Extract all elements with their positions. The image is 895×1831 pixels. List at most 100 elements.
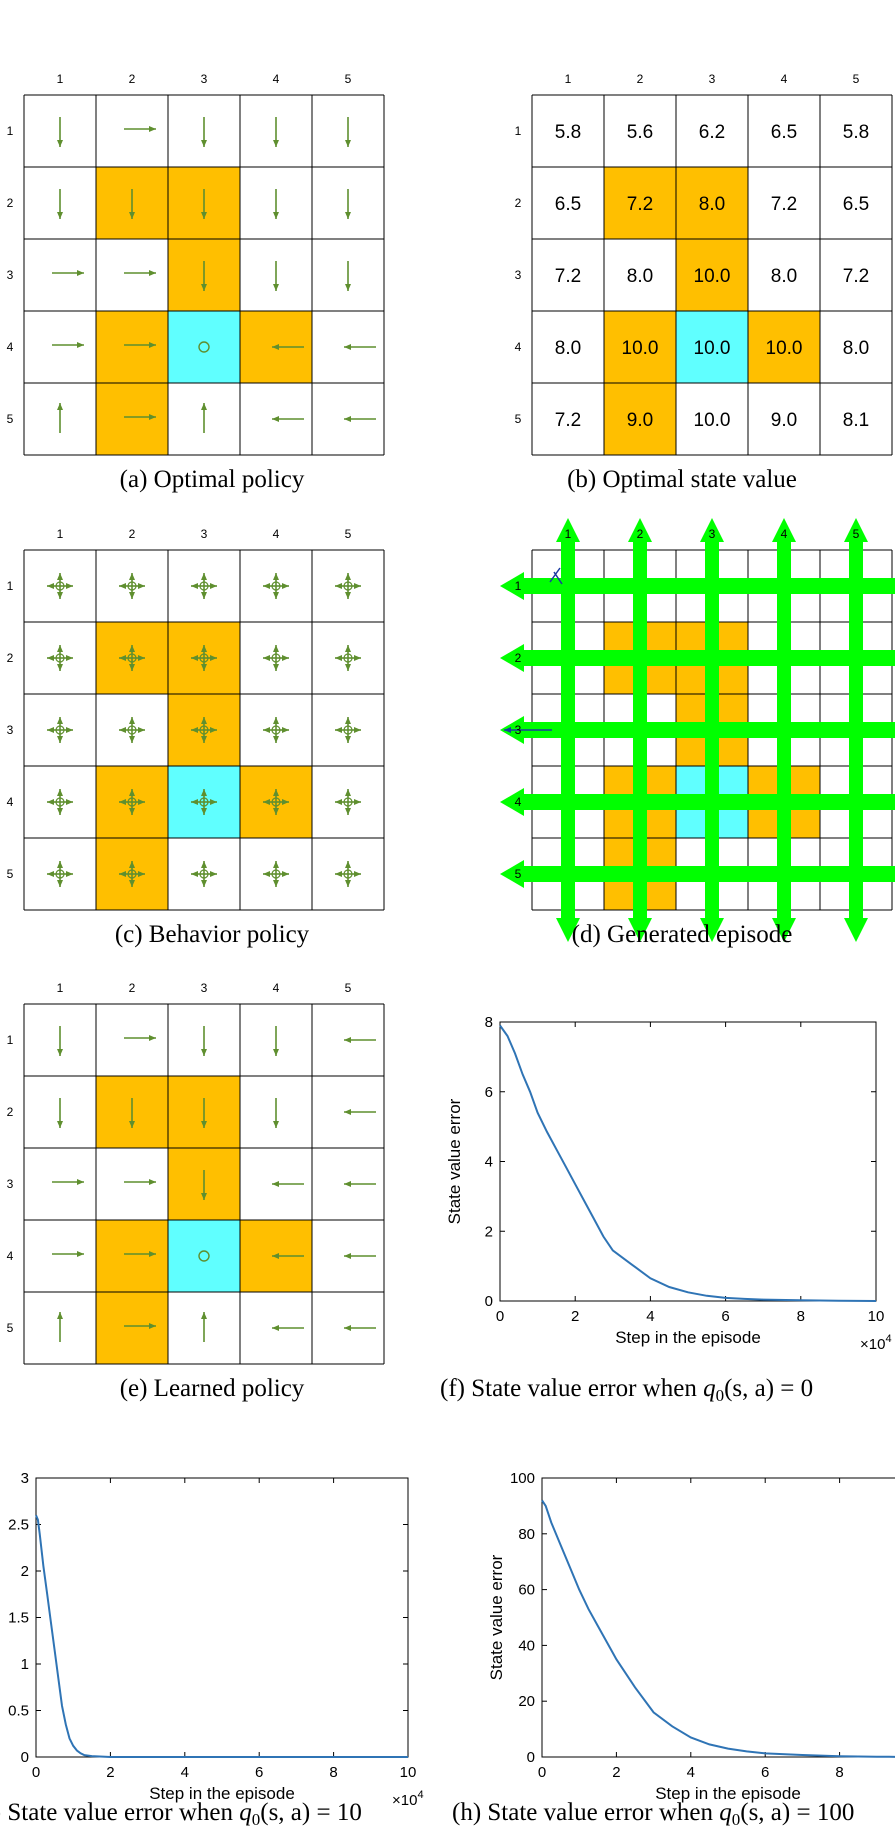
arrow-down-icon-head xyxy=(201,140,207,147)
arrow-down-icon-head xyxy=(201,736,207,743)
arrow-down-icon-head xyxy=(273,880,279,887)
column-label: 1 xyxy=(565,527,572,541)
row-label: 1 xyxy=(515,124,522,138)
x-tick-label: 10 xyxy=(868,1308,885,1325)
column-label: 3 xyxy=(201,981,208,995)
arrow-up-icon-head xyxy=(129,573,135,580)
arrow-right-icon-head xyxy=(149,1323,156,1329)
arrow-right-icon-head xyxy=(66,871,73,877)
arrow-left-icon-head xyxy=(272,1181,279,1187)
x-multiplier: ×104 xyxy=(860,1333,892,1353)
arrow-left-icon-head xyxy=(344,1253,351,1259)
arrow-up-icon-head xyxy=(201,403,207,410)
x-tick-label: 2 xyxy=(106,1764,114,1781)
episode-arrowhead xyxy=(556,518,580,542)
column-label: 4 xyxy=(273,981,280,995)
stay-circle-icon xyxy=(271,869,281,879)
arrow-down-icon-head xyxy=(201,212,207,219)
row-label: 1 xyxy=(7,1033,14,1047)
forbidden-cell xyxy=(604,383,676,455)
column-label: 2 xyxy=(129,527,136,541)
state-value: 7.2 xyxy=(555,410,581,431)
arrow-left-icon-head xyxy=(119,583,126,589)
arrow-up-icon-head xyxy=(201,1312,207,1319)
column-label: 4 xyxy=(273,527,280,541)
x-tick-label: 0 xyxy=(538,1764,546,1781)
stay-circle-icon xyxy=(343,653,353,663)
column-label: 3 xyxy=(709,72,716,86)
arrow-down-icon-head xyxy=(345,592,351,599)
row-label: 4 xyxy=(7,795,14,809)
forbidden-cell xyxy=(676,167,748,239)
stay-circle-icon xyxy=(199,797,209,807)
arrow-down-icon-head xyxy=(273,284,279,291)
x-tick-label: 4 xyxy=(181,1764,189,1781)
arrow-down-icon-head xyxy=(201,664,207,671)
arrow-down-icon-head xyxy=(273,1049,279,1056)
arrow-right-icon-head xyxy=(149,270,156,276)
arrow-up-icon-head xyxy=(345,645,351,652)
forbidden-cell xyxy=(604,167,676,239)
arrow-down-icon-head xyxy=(57,880,63,887)
column-label: 3 xyxy=(201,72,208,86)
target-cell xyxy=(676,311,748,383)
y-tick-label: 4 xyxy=(485,1154,493,1171)
arrow-left-icon-head xyxy=(263,871,270,877)
stay-circle-icon xyxy=(343,725,353,735)
stay-circle-icon xyxy=(271,653,281,663)
state-value: 5.8 xyxy=(555,122,581,143)
arrow-up-icon-head xyxy=(273,573,279,580)
arrow-right-icon-head xyxy=(354,727,361,733)
stay-circle-icon xyxy=(343,869,353,879)
stay-circle-icon xyxy=(55,581,65,591)
arrow-right-icon-head xyxy=(282,583,289,589)
episode-arrowhead xyxy=(556,918,580,942)
state-value: 8.1 xyxy=(843,410,869,431)
state-value: 7.2 xyxy=(627,194,653,215)
column-label: 1 xyxy=(57,72,64,86)
episode-arrowhead xyxy=(628,918,652,942)
plot-area xyxy=(35,1477,409,1758)
y-tick-label: 0 xyxy=(21,1749,29,1766)
arrow-right-icon-head xyxy=(354,655,361,661)
x-tick-label: 10 xyxy=(400,1764,417,1781)
column-label: 1 xyxy=(57,527,64,541)
arrow-down-icon-head xyxy=(345,736,351,743)
y-tick-label: 1 xyxy=(21,1656,29,1673)
arrow-right-icon-head xyxy=(282,871,289,877)
arrow-right-icon-head xyxy=(77,342,84,348)
forbidden-cell xyxy=(96,311,168,383)
x-axis-label: Step in the episode xyxy=(149,1784,295,1803)
arrow-left-icon-head xyxy=(344,1109,351,1115)
column-label: 5 xyxy=(853,72,860,86)
arrow-up-icon-head xyxy=(129,861,135,868)
episode-band-horizontal xyxy=(522,794,895,810)
arrow-down-icon-head xyxy=(57,736,63,743)
episode-arrowhead xyxy=(700,918,724,942)
y-tick-label: 3 xyxy=(21,1470,29,1487)
row-label: 2 xyxy=(7,651,14,665)
arrow-left-icon-head xyxy=(191,727,198,733)
x-tick-label: 6 xyxy=(761,1764,769,1781)
arrow-up-icon-head xyxy=(345,717,351,724)
episode-band-horizontal xyxy=(522,866,895,882)
y-tick-label: 20 xyxy=(518,1693,535,1710)
arrow-up-icon-head xyxy=(273,645,279,652)
x-tick-label: 8 xyxy=(835,1764,843,1781)
x-tick-label: 0 xyxy=(32,1764,40,1781)
row-label: 2 xyxy=(7,196,14,210)
arrow-left-icon-head xyxy=(47,871,54,877)
x-axis-label: Step in the episode xyxy=(655,1784,801,1803)
arrow-right-icon-head xyxy=(282,799,289,805)
episode-arrowhead xyxy=(844,918,868,942)
arrow-down-icon-head xyxy=(345,880,351,887)
arrow-up-icon-head xyxy=(57,789,63,796)
series-line xyxy=(541,1499,895,1758)
x-tick-label: 2 xyxy=(571,1308,579,1325)
y-tick-label: 100 xyxy=(510,1470,535,1487)
x-tick-label: 0 xyxy=(496,1308,504,1325)
row-label: 4 xyxy=(515,795,522,809)
arrow-left-icon-head xyxy=(119,871,126,877)
forbidden-cell xyxy=(604,311,676,383)
arrow-left-icon-head xyxy=(344,1181,351,1187)
